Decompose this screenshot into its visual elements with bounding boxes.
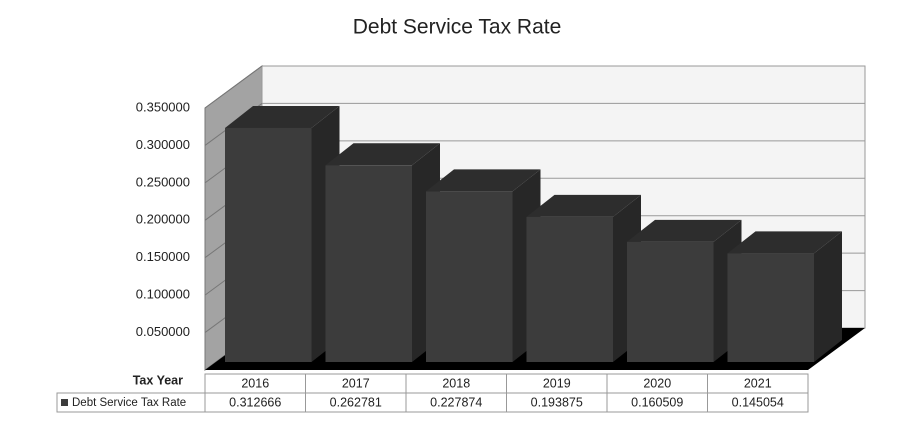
bar — [526, 216, 613, 362]
bar-top — [325, 143, 440, 166]
x-tick-label: 2020 — [643, 376, 671, 390]
bar — [325, 165, 412, 362]
legend-swatch — [61, 399, 68, 406]
bar — [225, 127, 312, 362]
y-tick-label: 0.100000 — [136, 287, 190, 302]
grid-line — [204, 65, 263, 109]
x-axis-label: Tax Year — [133, 373, 183, 387]
y-tick-label: 0.300000 — [136, 137, 190, 152]
x-tick-label: 2017 — [342, 376, 370, 390]
table-border — [56, 392, 809, 413]
bar — [426, 191, 513, 362]
x-tick-label: 2019 — [543, 376, 571, 390]
y-tick-label: 0.200000 — [136, 212, 190, 227]
table-value: 0.262781 — [330, 395, 382, 409]
bar-top — [627, 219, 742, 242]
chart-title: Debt Service Tax Rate — [353, 16, 562, 39]
bar — [727, 253, 814, 362]
x-tick-label: 2018 — [442, 376, 470, 390]
legend-label: Debt Service Tax Rate — [72, 397, 186, 409]
y-tick-label: 0.350000 — [136, 99, 190, 114]
table-value: 0.193875 — [531, 395, 583, 409]
x-tick-label: 2021 — [744, 376, 772, 390]
bar-top — [727, 231, 842, 254]
bar-top — [225, 105, 340, 128]
y-tick-label: 0.150000 — [136, 249, 190, 264]
table-value: 0.227874 — [430, 395, 482, 409]
bar-top — [526, 194, 641, 217]
table-value: 0.312666 — [229, 395, 281, 409]
table-value: 0.160509 — [631, 395, 683, 409]
x-tick-label: 2016 — [241, 376, 269, 390]
y-tick-label: 0.250000 — [136, 174, 190, 189]
bar-side — [814, 231, 842, 362]
bar-top — [426, 169, 541, 192]
table-value: 0.145054 — [732, 395, 784, 409]
bar — [627, 241, 714, 362]
y-tick-label: 0.050000 — [136, 324, 190, 339]
